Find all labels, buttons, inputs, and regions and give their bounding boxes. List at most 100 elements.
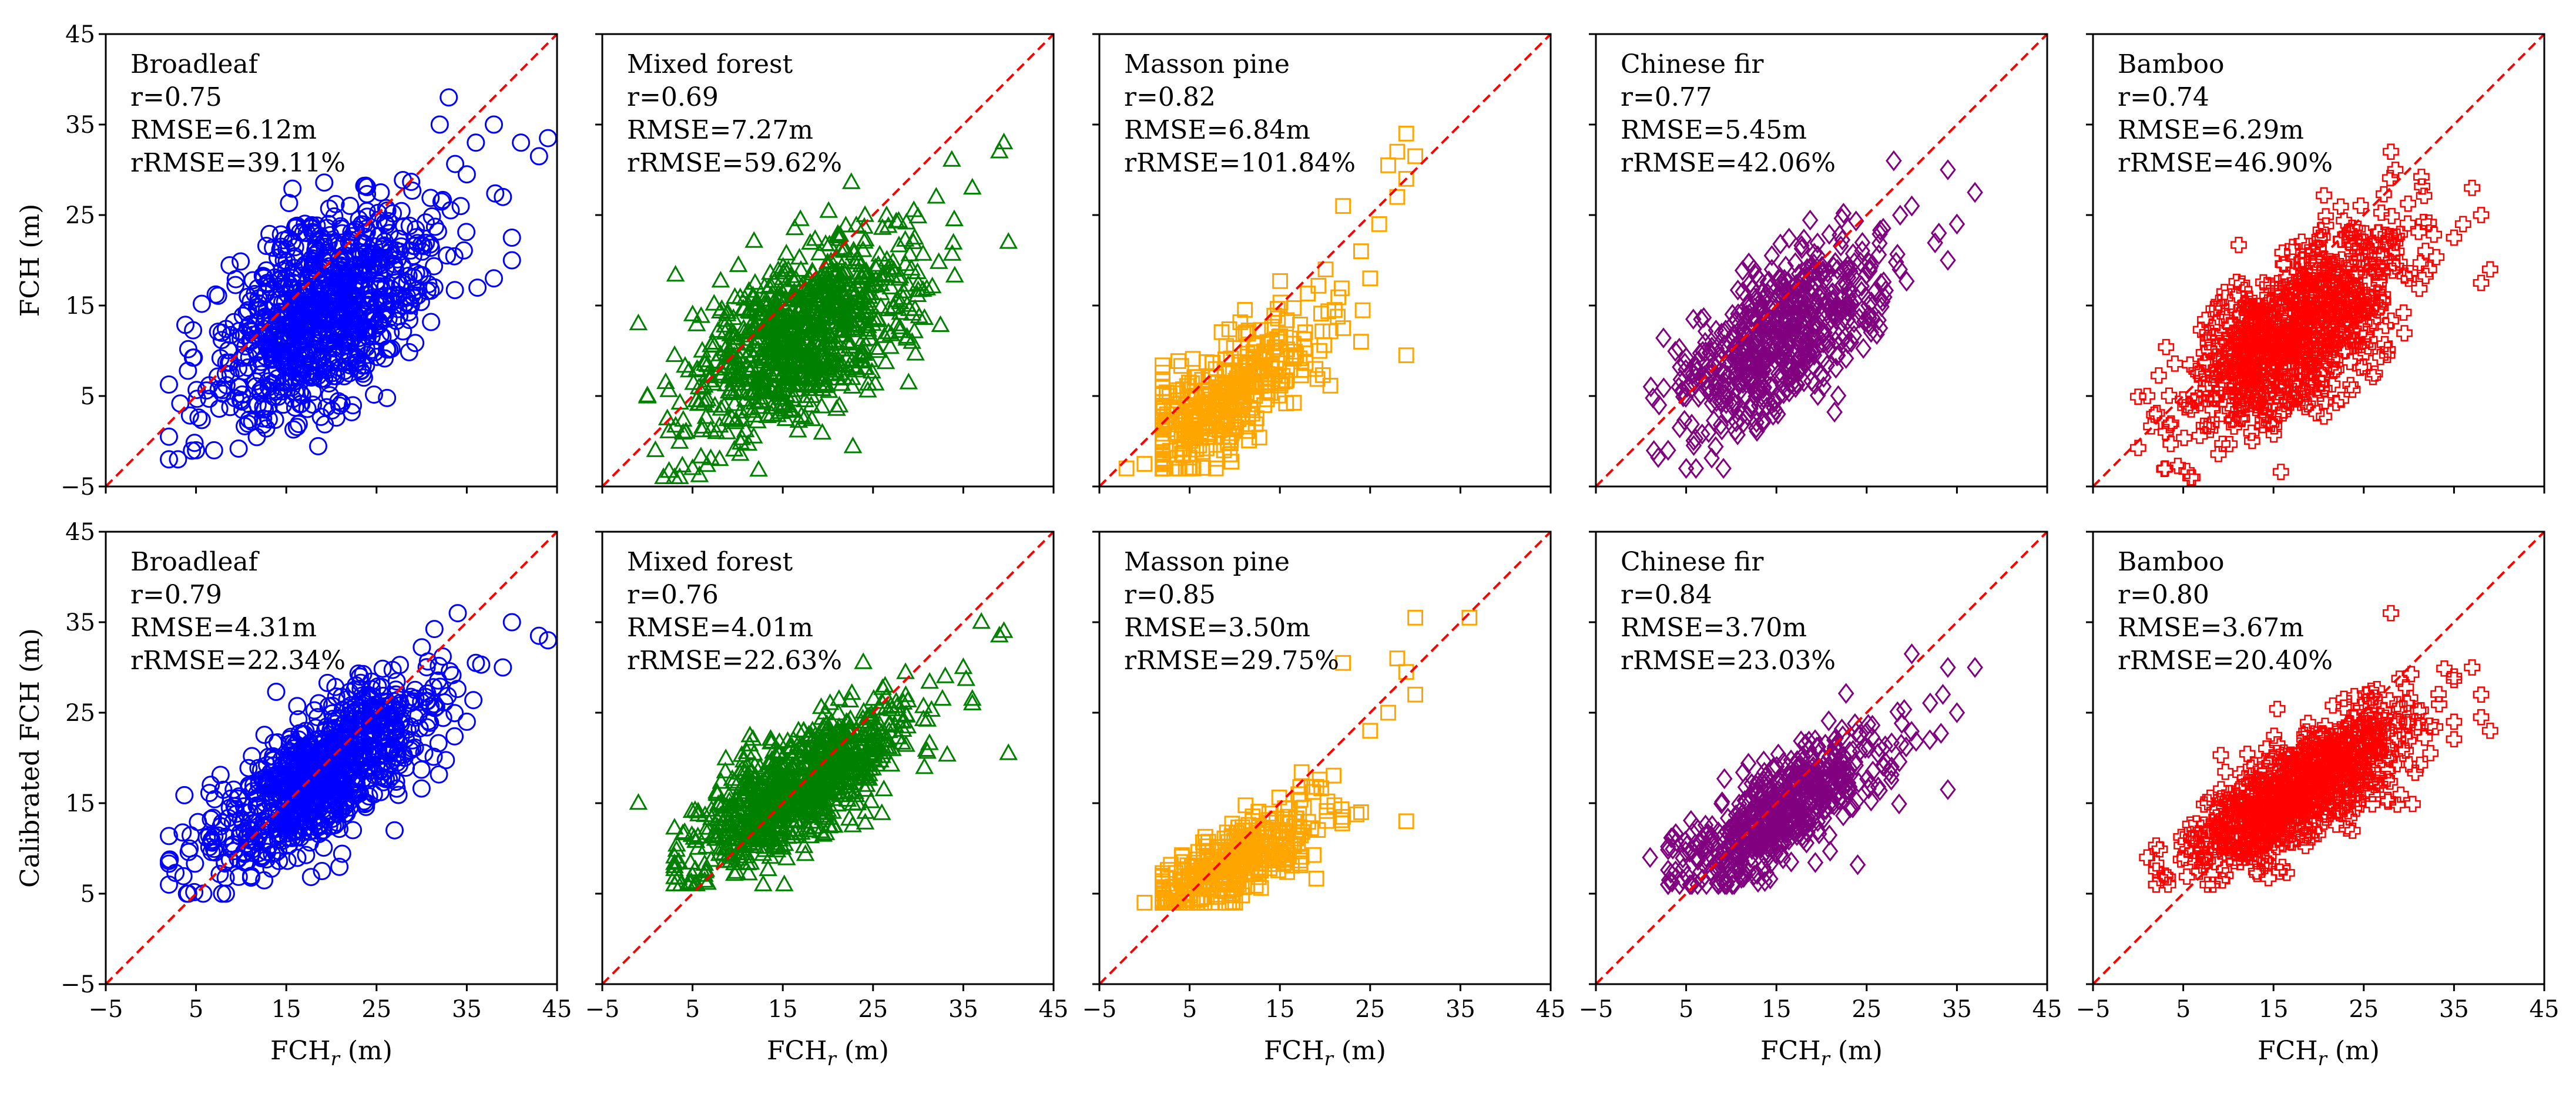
data-point	[994, 132, 1014, 150]
data-point	[315, 173, 334, 192]
data-point	[344, 821, 363, 840]
data-point	[868, 255, 888, 272]
data-point	[2473, 274, 2490, 291]
data-point	[1746, 259, 1762, 280]
data-point	[716, 761, 735, 778]
data-point	[1763, 259, 1780, 280]
data-point	[364, 258, 383, 277]
data-point	[899, 373, 918, 390]
data-point	[1826, 401, 1843, 423]
data-point	[387, 773, 405, 791]
data-point	[2370, 274, 2387, 291]
data-point	[1738, 338, 1755, 359]
data-point	[2157, 460, 2174, 477]
data-point	[1903, 195, 1920, 217]
data-point	[267, 683, 286, 701]
data-point	[385, 715, 404, 734]
data-point	[2302, 354, 2318, 371]
data-point	[305, 224, 324, 243]
data-point	[1872, 288, 1889, 310]
data-point	[858, 320, 877, 337]
data-point	[1655, 327, 1672, 349]
data-point	[365, 385, 383, 404]
data-point	[2366, 365, 2383, 382]
data-point	[2400, 195, 2417, 212]
data-point	[211, 766, 230, 784]
data-point	[769, 300, 788, 317]
data-point	[933, 689, 952, 706]
data-point	[1181, 374, 1197, 391]
data-point	[1798, 331, 1815, 353]
data-point	[2316, 187, 2332, 204]
data-point	[502, 251, 521, 270]
scatter-points	[629, 132, 1018, 484]
data-point	[220, 798, 239, 817]
data-point	[796, 316, 816, 333]
data-point	[1819, 354, 1836, 376]
data-point	[2215, 358, 2232, 374]
data-point	[747, 374, 766, 391]
panel-stat: r=0.69	[627, 82, 719, 112]
scatter-points	[629, 612, 1018, 891]
data-point	[2169, 458, 2186, 474]
data-point	[2305, 254, 2322, 271]
data-point	[1700, 422, 1717, 444]
data-point	[1827, 357, 1844, 379]
data-point	[718, 409, 737, 427]
data-point	[387, 273, 406, 291]
data-point	[485, 115, 503, 134]
data-point	[747, 370, 767, 387]
data-point	[171, 394, 190, 413]
data-point	[1258, 345, 1274, 362]
data-point	[217, 320, 235, 338]
data-point	[381, 323, 400, 342]
data-point	[801, 233, 820, 250]
data-point	[2270, 313, 2287, 330]
data-point	[1729, 279, 1746, 301]
data-point	[388, 701, 407, 720]
data-point	[819, 297, 838, 315]
y-tick-label: 45	[65, 21, 95, 48]
data-point	[990, 142, 1009, 159]
data-point	[2217, 361, 2234, 378]
data-point	[665, 467, 684, 484]
data-point	[1685, 430, 1702, 451]
data-point	[445, 281, 464, 300]
data-point	[309, 694, 328, 713]
data-point	[894, 281, 913, 298]
y-tick-label: 35	[65, 609, 95, 636]
data-point	[1940, 250, 1956, 271]
data-point	[890, 317, 910, 334]
data-point	[425, 257, 444, 276]
data-point	[1712, 391, 1729, 412]
data-point	[437, 751, 455, 770]
data-point	[2346, 303, 2362, 320]
data-point	[2284, 283, 2300, 299]
data-point	[816, 259, 836, 276]
data-point	[271, 240, 290, 259]
data-point	[1784, 316, 1800, 338]
data-point	[1816, 269, 1833, 290]
data-point	[179, 843, 198, 861]
data-point	[834, 241, 854, 258]
data-point	[407, 281, 426, 300]
data-point	[739, 398, 758, 415]
data-point	[835, 251, 854, 269]
data-point	[424, 747, 443, 766]
data-point	[269, 290, 288, 309]
data-point	[705, 294, 724, 311]
data-point	[387, 672, 406, 691]
data-point	[2454, 216, 2471, 233]
data-point	[160, 827, 178, 845]
data-point	[2250, 394, 2266, 411]
data-point	[265, 344, 284, 363]
data-point	[338, 690, 357, 709]
data-point	[883, 258, 901, 275]
data-point	[2162, 415, 2179, 432]
data-point	[2349, 282, 2366, 299]
data-point	[1787, 299, 1804, 321]
data-point	[422, 313, 441, 331]
data-point	[320, 199, 338, 218]
